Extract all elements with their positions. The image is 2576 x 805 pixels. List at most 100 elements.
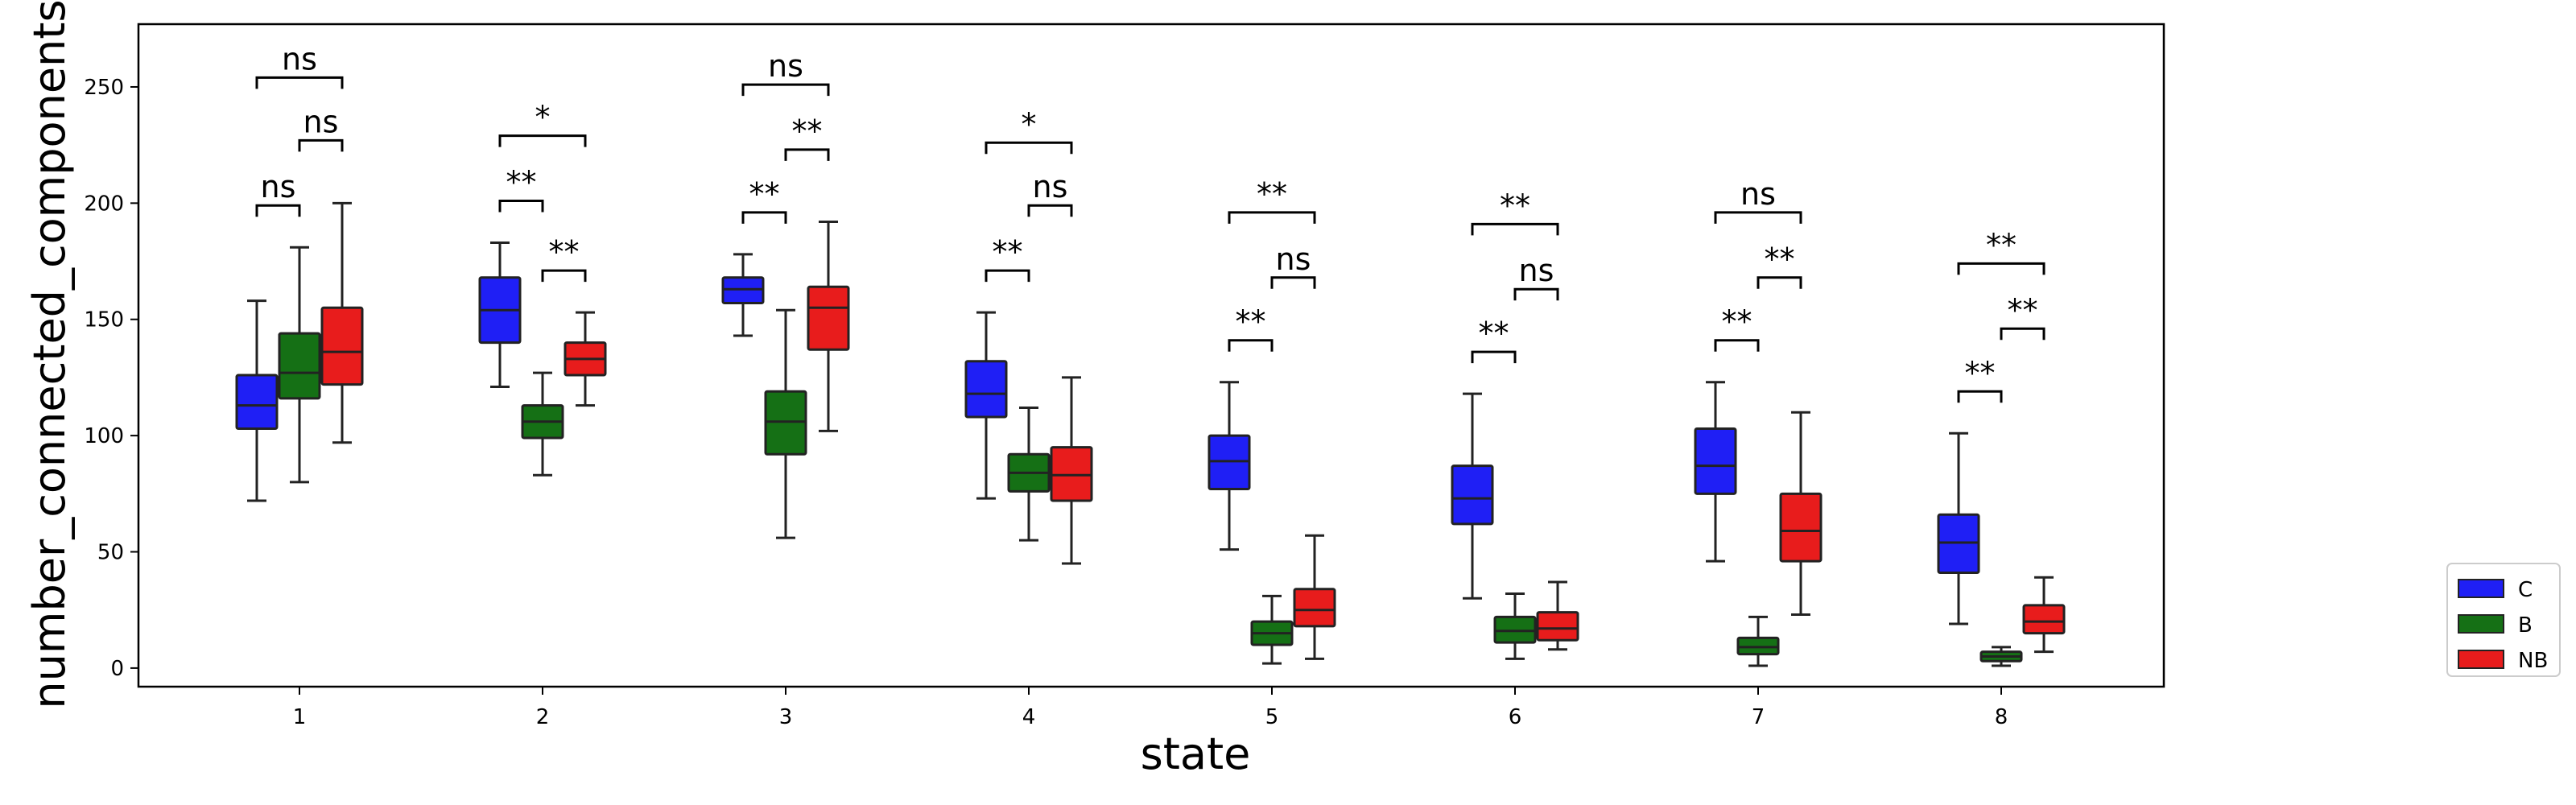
significance-annotation: ** xyxy=(1471,188,1559,236)
significance-bracket xyxy=(1757,276,1802,289)
significance-annotation: ** xyxy=(1957,355,2003,403)
significance-label: * xyxy=(1022,106,1037,142)
x-tick-label: 2 xyxy=(536,705,550,729)
y-tick-label: 0 xyxy=(110,657,124,681)
significance-label: ** xyxy=(2008,292,2038,328)
box-B-3 xyxy=(764,308,807,539)
box-body xyxy=(1293,588,1336,628)
y-tick-label: 100 xyxy=(84,424,124,448)
significance-annotation: ns xyxy=(255,169,301,217)
significance-annotation: ** xyxy=(541,234,587,283)
significance-bracket xyxy=(741,211,787,224)
significance-annotation: ** xyxy=(985,234,1030,283)
significance-bracket xyxy=(255,204,301,217)
box-body xyxy=(235,374,279,430)
significance-bracket xyxy=(1714,211,1802,224)
significance-bracket xyxy=(298,138,344,152)
significance-bracket xyxy=(2000,327,2046,341)
legend-swatch-NB xyxy=(2458,650,2504,669)
significance-label: ns xyxy=(303,104,339,139)
significance-bracket xyxy=(498,134,587,147)
significance-label: ** xyxy=(1236,304,1266,340)
x-tick-label: 5 xyxy=(1265,705,1279,729)
y-tick-label: 150 xyxy=(84,308,124,332)
x-tick-label: 8 xyxy=(1995,705,2008,729)
significance-annotation: ns xyxy=(1027,169,1073,217)
box-NB-5 xyxy=(1293,534,1336,660)
box-body xyxy=(1451,464,1494,526)
y-tick-label: 50 xyxy=(97,541,124,565)
x-tick-label: 3 xyxy=(779,705,793,729)
box-NB-8 xyxy=(2022,576,2066,654)
box-C-2 xyxy=(478,241,522,388)
significance-bracket xyxy=(985,141,1073,155)
significance-label: ** xyxy=(1965,355,1996,390)
box-C-6 xyxy=(1451,392,1494,600)
significance-annotation: ns xyxy=(298,104,344,152)
y-axis-label: number_connected_components xyxy=(24,0,75,709)
significance-annotation: ** xyxy=(498,164,544,213)
significance-bracket xyxy=(1513,287,1559,301)
x-tick-label: 6 xyxy=(1509,705,1522,729)
significance-bracket xyxy=(741,83,830,97)
significance-annotation: ns xyxy=(1270,242,1316,289)
box-body xyxy=(1536,611,1579,642)
box-B-8 xyxy=(1979,646,2023,667)
significance-bracket xyxy=(1957,262,2046,275)
significance-label: ** xyxy=(993,234,1023,270)
significance-annotation: ** xyxy=(1228,304,1274,352)
significance-label: * xyxy=(535,100,551,135)
box-C-8 xyxy=(1937,431,1980,625)
significance-annotation: ** xyxy=(1957,227,2046,275)
significance-label: ** xyxy=(1257,176,1287,212)
significance-bracket xyxy=(255,76,344,89)
significance-label: ** xyxy=(1765,242,1795,277)
significance-annotation: ** xyxy=(1757,242,1802,289)
legend-label-B: B xyxy=(2518,613,2533,638)
significance-annotation: * xyxy=(498,100,587,147)
box-B-2 xyxy=(521,371,564,477)
significance-label: ** xyxy=(1500,188,1530,223)
box-NB-4 xyxy=(1050,376,1093,565)
significance-bracket xyxy=(541,269,587,283)
box-C-5 xyxy=(1208,381,1251,551)
significance-label: ** xyxy=(506,164,537,200)
box-C-4 xyxy=(964,311,1008,500)
legend-swatch-B xyxy=(2458,614,2504,634)
significance-bracket xyxy=(1270,276,1316,289)
significance-label: ** xyxy=(1479,316,1509,351)
significance-label: ns xyxy=(768,48,803,84)
significance-label: ** xyxy=(549,234,580,270)
legend-label-NB: NB xyxy=(2518,649,2548,673)
significance-bracket xyxy=(784,148,830,161)
significance-label: ns xyxy=(1519,253,1554,288)
significance-bracket xyxy=(498,199,544,213)
box-body xyxy=(320,306,364,386)
significance-label: ** xyxy=(1722,304,1752,340)
significance-bracket xyxy=(1228,339,1274,352)
significance-label: ** xyxy=(792,114,823,149)
box-NB-6 xyxy=(1536,580,1579,651)
significance-label: ** xyxy=(1986,227,2017,262)
box-NB-2 xyxy=(564,311,607,407)
significance-bracket xyxy=(1471,350,1517,364)
y-tick-label: 200 xyxy=(84,192,124,216)
significance-label: ** xyxy=(749,176,780,212)
significance-annotation: ns xyxy=(1714,176,1802,224)
box-body xyxy=(1779,492,1823,563)
box-body xyxy=(2022,604,2066,635)
box-B-7 xyxy=(1736,615,1780,667)
significance-annotation: ** xyxy=(741,176,787,224)
significance-annotation: ** xyxy=(2000,292,2046,341)
significance-annotation: ns xyxy=(255,41,344,89)
x-tick-label: 1 xyxy=(293,705,307,729)
significance-annotation: * xyxy=(985,106,1073,155)
box-C-1 xyxy=(235,299,279,502)
box-body xyxy=(964,360,1008,419)
significance-annotation: ** xyxy=(1471,316,1517,364)
legend-label-C: C xyxy=(2518,578,2533,602)
significance-label: ns xyxy=(1276,242,1311,277)
box-body xyxy=(807,285,850,351)
